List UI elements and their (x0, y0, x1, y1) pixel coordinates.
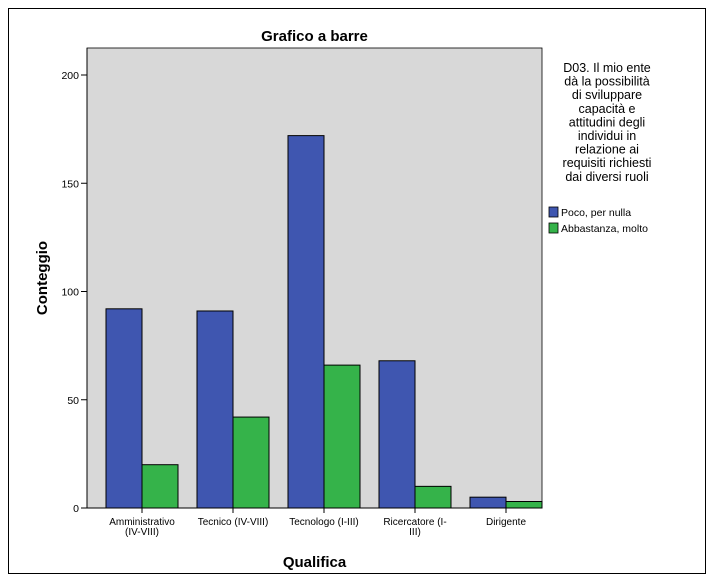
y-axis-label: Conteggio (34, 241, 51, 315)
legend-title-line: individui in (578, 129, 636, 143)
bar-abbastanza-molto (232, 416, 270, 509)
legend-entry: Poco, per nulla (561, 207, 631, 219)
y-tick-label: 200 (61, 70, 79, 82)
x-tick-label: Tecnologo (I-III) (289, 517, 358, 528)
bar-abbastanza-molto (323, 364, 361, 509)
x-tick-label: Dirigente (486, 517, 526, 528)
legend-title-line: relazione ai (575, 143, 639, 157)
y-tick-label: 0 (73, 503, 79, 515)
chart-title: Grafico a barre (261, 28, 368, 45)
bar-abbastanza-molto (505, 501, 543, 509)
legend-title-line: di sviluppare (572, 88, 642, 102)
bar-abbastanza-molto (414, 485, 452, 509)
x-tick-label: (IV-VIII) (125, 527, 159, 538)
x-tick-label: Ricercatore (I- (383, 517, 446, 528)
x-tick-label: Amministrativo (109, 517, 175, 528)
bar-poco-per-nulla (378, 360, 416, 509)
bar-poco-per-nulla (469, 496, 507, 509)
legend-swatch (548, 222, 559, 234)
y-tick-label: 150 (61, 178, 79, 190)
legend-title-line: dà la possibilità (564, 75, 650, 89)
x-tick-label: Tecnico (IV-VIII) (198, 517, 269, 528)
bar-abbastanza-molto (141, 464, 179, 509)
y-tick-label: 100 (61, 287, 79, 299)
x-tick-label: III) (409, 527, 421, 538)
x-axis-label: Qualifica (283, 554, 347, 571)
legend-title-line: dai diversi ruoli (565, 170, 648, 184)
bar-poco-per-nulla (105, 308, 143, 509)
legend-entry: Abbastanza, molto (561, 223, 648, 235)
legend-title-line: D03. Il mio ente (563, 61, 651, 75)
bar-poco-per-nulla (287, 135, 325, 509)
legend-title-line: capacità e (579, 102, 636, 116)
y-tick-label: 50 (67, 395, 79, 407)
bar-poco-per-nulla (196, 310, 234, 509)
legend-swatch (548, 206, 559, 218)
legend-title-line: attitudini degli (569, 115, 645, 129)
legend-title-line: requisiti richiesti (563, 156, 652, 170)
